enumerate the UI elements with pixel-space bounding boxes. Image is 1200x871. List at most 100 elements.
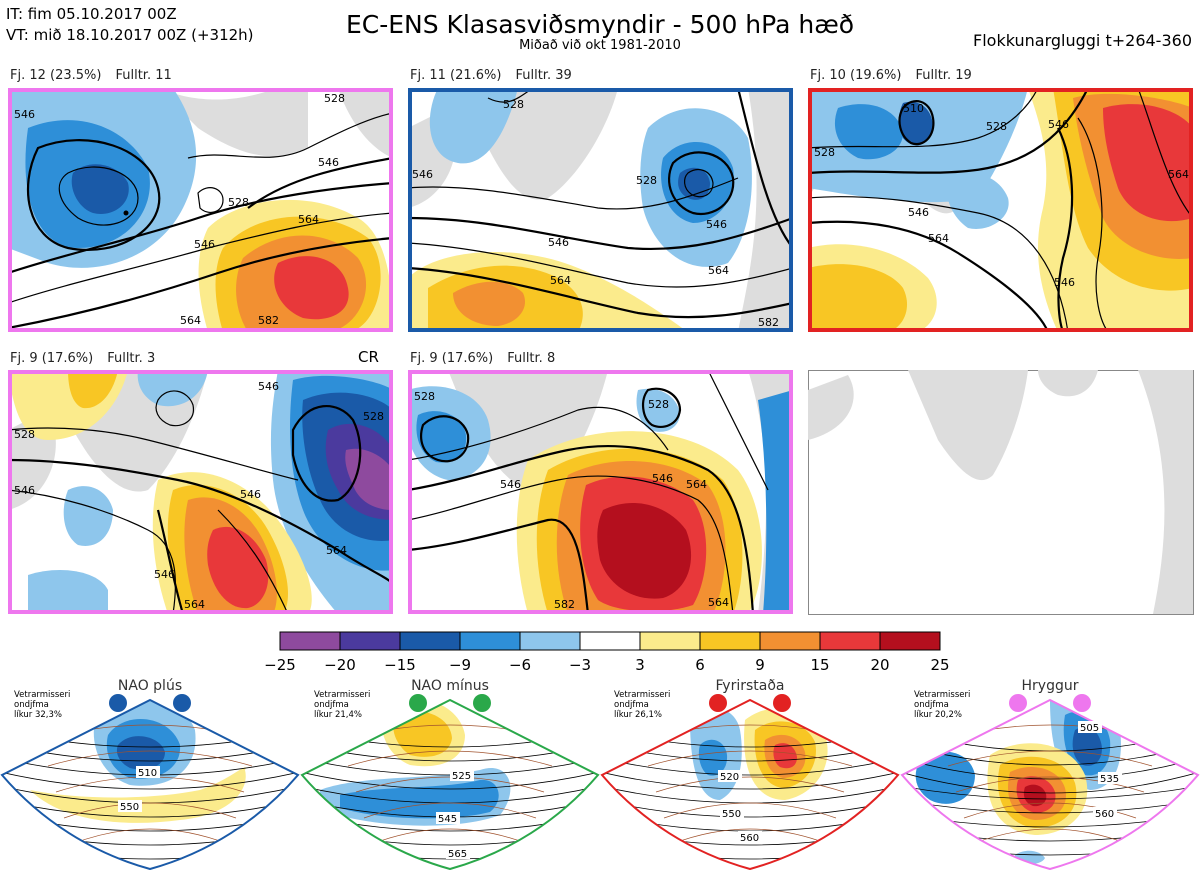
contour-label: 582 xyxy=(554,598,575,611)
page-subtitle: Miðað við okt 1981-2010 xyxy=(519,38,681,53)
contour-label: 528 xyxy=(636,174,657,187)
colorbar-cell xyxy=(399,631,461,651)
contour-label: 528 xyxy=(648,398,669,411)
anomaly-colorbar: −25 −20 −15 −9 −6 −3 3 6 9 15 20 25 xyxy=(264,631,950,674)
contour-label: 546 xyxy=(318,156,339,169)
cluster-representative: Fulltr. 8 xyxy=(507,351,556,366)
colorbar-tick-label: 6 xyxy=(695,656,705,674)
coastline xyxy=(63,802,237,819)
panel-label: Fj. 11 (21.6%) Fulltr. 39 xyxy=(410,68,586,83)
regime-contour-label: 565 xyxy=(448,849,467,860)
regime-title: Fyrirstaða xyxy=(716,678,785,694)
colorbar-cell xyxy=(519,631,581,651)
contour-label: 546 xyxy=(548,236,569,249)
contour-label: 564 xyxy=(184,598,205,611)
colorbar-tick-label: 15 xyxy=(810,656,829,674)
regime-panel: 525 545 565 NAO mínus Vetrarmisseriondjfmalí… xyxy=(300,678,600,871)
regime-border xyxy=(300,698,600,871)
contour-label: 582 xyxy=(258,314,279,327)
contour-label: 528 xyxy=(14,428,35,441)
coastline xyxy=(47,750,253,767)
regime-info: líkur 20,2% xyxy=(914,710,962,720)
regime-contour-label: 505 xyxy=(1080,723,1099,734)
height-contour xyxy=(602,799,898,818)
regime-title: NAO plús xyxy=(118,678,182,694)
contour-label: 546 xyxy=(240,488,261,501)
regime-contour-label: 560 xyxy=(1095,809,1114,820)
contour-label: 564 xyxy=(1168,168,1189,181)
coastline xyxy=(647,750,853,767)
cluster-map-1: 546 528 546 564 582 564 546 528 xyxy=(8,88,393,332)
cluster-map-5: 528 528 546 564 546 564 582 xyxy=(408,370,793,614)
cluster-map-4: 528 546 546 528 546 564 546 564 xyxy=(8,370,393,614)
contour-label: 528 xyxy=(986,120,1007,133)
regime-title: NAO mínus xyxy=(411,678,489,694)
cluster-count: Fj. 9 (17.6%) xyxy=(410,351,494,366)
regime-info: Vetrarmisseri xyxy=(14,690,70,700)
colorbar-tick-label: −20 xyxy=(324,656,356,674)
contour-label: 528 xyxy=(228,196,249,209)
height-contour xyxy=(902,799,1198,814)
regime-info: líkur 32,3% xyxy=(14,710,62,720)
regime-border xyxy=(600,698,900,871)
regime-dot-icon xyxy=(173,694,191,712)
cluster-map-3: 510 528 528 546 564 546 564 546 xyxy=(808,88,1193,332)
height-contour xyxy=(302,771,598,790)
coastline xyxy=(363,802,537,819)
height-contour xyxy=(602,771,898,790)
valid-time: VT: mið 18.10.2017 00Z (+312h) xyxy=(6,26,254,44)
regime-dot-icon xyxy=(773,694,791,712)
regime-dot-icon xyxy=(473,694,491,712)
contour-label: 546 xyxy=(1054,276,1075,289)
coastline xyxy=(671,828,829,845)
panel-label: Fj. 9 (17.6%) Fulltr. 3 xyxy=(10,351,169,366)
regime-panel: 520 550 560 Fyrirstaða Vetrarmisseriondjfmal… xyxy=(600,678,900,871)
regime-contour-label: 510 xyxy=(138,768,157,779)
contour-label: 546 xyxy=(194,238,215,251)
colorbar-tick-label: 20 xyxy=(870,656,889,674)
contour-label: 528 xyxy=(503,98,524,111)
regime-dot-icon xyxy=(1073,694,1091,712)
contour-label: 528 xyxy=(814,146,835,159)
contour-label: 564 xyxy=(298,213,319,226)
colorbar-tick-label: 25 xyxy=(930,656,949,674)
contour-label: 546 xyxy=(1048,118,1069,131)
regime-info: líkur 21,4% xyxy=(314,710,362,720)
contour-label: 546 xyxy=(908,206,929,219)
panel-label: Fj. 9 (17.6%) Fulltr. 8 xyxy=(410,351,569,366)
regime-panel: 510 550 NAO plús Vetrarmisseriondjfmalíkur … xyxy=(0,678,300,871)
initial-time: IT: fim 05.10.2017 00Z xyxy=(6,5,177,23)
regime-info: ondjfma xyxy=(14,700,49,710)
colorbar-tick-label: 3 xyxy=(635,656,645,674)
empty-map-panel xyxy=(808,370,1194,615)
regime-dot-icon xyxy=(409,694,427,712)
contour-label: 564 xyxy=(686,478,707,491)
contour-label: 528 xyxy=(414,390,435,403)
cluster-count: Fj. 12 (23.5%) xyxy=(10,68,102,83)
coastline xyxy=(347,750,553,767)
contour-label: 546 xyxy=(258,380,279,393)
contour-label: 564 xyxy=(550,274,571,287)
anomaly-area xyxy=(1072,726,1102,766)
coastline xyxy=(947,750,1153,767)
contour-label: 564 xyxy=(928,232,949,245)
height-contour xyxy=(902,771,1198,794)
colorbar-cell xyxy=(879,631,941,651)
contour-label: 546 xyxy=(14,108,35,121)
regime-border xyxy=(0,698,300,871)
colorbar-cell xyxy=(639,631,701,651)
contour-label: 528 xyxy=(363,410,384,423)
contour-label: 546 xyxy=(14,484,35,497)
page-title: EC-ENS Klasasviðsmyndir - 500 hPa hæð xyxy=(345,10,855,39)
regime-title: Hryggur xyxy=(1022,678,1079,694)
coastline xyxy=(955,776,1145,793)
cr-label: CR xyxy=(358,348,379,366)
colorbar-cell xyxy=(819,631,881,651)
coastline xyxy=(371,828,529,845)
colorbar-tick-label: −15 xyxy=(384,656,416,674)
regime-info: Vetrarmisseri xyxy=(614,690,670,700)
regime-info: ondjfma xyxy=(914,700,949,710)
contour-label: 546 xyxy=(154,568,175,581)
regime-dot-icon xyxy=(109,694,127,712)
contour-label: 582 xyxy=(758,316,779,329)
